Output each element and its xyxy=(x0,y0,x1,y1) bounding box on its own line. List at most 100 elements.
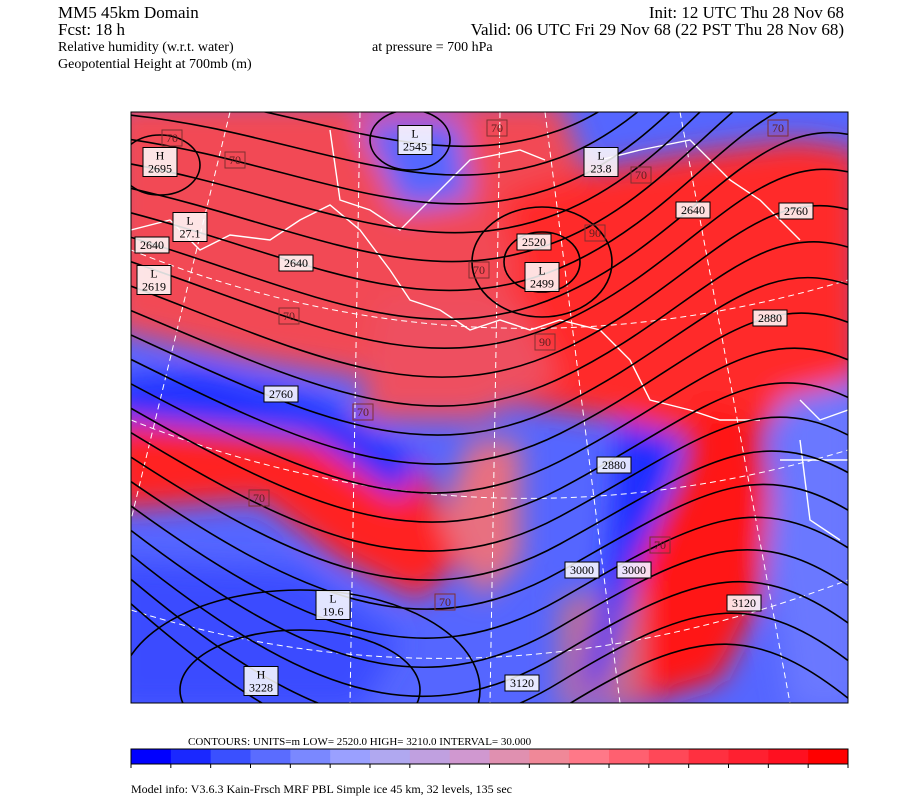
map-label: 27.1 xyxy=(180,227,201,241)
colorbar-frame xyxy=(130,748,849,765)
colorbar-swatch xyxy=(449,749,490,764)
header-right: at pressure = 700 hPa xyxy=(372,40,493,55)
label-box xyxy=(397,125,433,155)
colorbar xyxy=(130,748,849,768)
map-label: 2880 xyxy=(602,458,626,472)
colorbar-swatch xyxy=(609,749,650,764)
colorbar-swatch xyxy=(409,749,451,764)
map-label: H xyxy=(156,149,165,163)
map-label: 70 xyxy=(229,153,241,167)
label-box xyxy=(278,307,300,325)
map-label: H xyxy=(257,668,266,682)
colorbar-swatch xyxy=(728,749,769,764)
contour xyxy=(131,131,848,321)
contour xyxy=(131,168,848,349)
map-label: 3228 xyxy=(249,681,273,695)
map-label: L xyxy=(411,127,418,141)
contour xyxy=(261,112,600,148)
map-label: L xyxy=(186,214,193,228)
contour xyxy=(131,529,848,668)
label-box xyxy=(649,536,671,554)
label-box xyxy=(726,594,762,612)
map-label: L xyxy=(597,149,604,163)
map-label: 70 xyxy=(473,263,485,277)
map-label: 70 xyxy=(772,121,784,135)
label-box xyxy=(243,666,279,696)
contour-info: CONTOURS: UNITS=m LOW= 2520.0 HIGH= 3210… xyxy=(188,736,532,748)
label-box xyxy=(248,489,270,507)
contour xyxy=(131,241,848,407)
label-box xyxy=(172,212,208,242)
contour xyxy=(131,602,848,703)
map-label: L xyxy=(538,264,545,278)
map-label: 70 xyxy=(283,309,295,323)
map-label: 2640 xyxy=(284,256,308,270)
label-box xyxy=(263,385,299,403)
map-label: 3120 xyxy=(732,596,756,610)
map-label: 90 xyxy=(539,335,551,349)
map-labels: 70 70 70 70 70 70 70 70 70 70 70 90 90 2640 2640 2640 27… xyxy=(134,119,814,696)
label-box xyxy=(468,261,490,279)
label-box xyxy=(752,309,788,327)
contour xyxy=(131,416,848,552)
colorbar-swatch xyxy=(370,749,411,764)
label-box xyxy=(278,254,314,272)
header-left: Fcst: 18 h xyxy=(58,20,126,39)
header-left: MM5 45km Domain xyxy=(58,3,199,22)
map-label: 2695 xyxy=(148,162,172,176)
label-box xyxy=(564,561,600,579)
map-label: 3000 xyxy=(570,563,594,577)
header-right: Valid: 06 UTC Fri 29 Nov 68 (22 PST Thu … xyxy=(471,20,844,39)
label-box xyxy=(584,224,606,242)
colorbar-swatch xyxy=(250,749,291,764)
contour xyxy=(179,629,421,703)
map-label: 19.6 xyxy=(323,605,344,619)
contour xyxy=(131,134,201,196)
label-box xyxy=(161,129,183,147)
map-label: 2499 xyxy=(530,277,554,291)
label-box xyxy=(504,674,540,692)
label-box xyxy=(352,403,374,421)
label-box xyxy=(142,147,178,177)
contour xyxy=(369,112,451,171)
contour xyxy=(131,504,848,639)
colorbar-swatch xyxy=(210,749,251,764)
contour xyxy=(131,205,848,378)
label-box xyxy=(778,202,814,220)
label-box xyxy=(596,456,632,474)
label-box xyxy=(134,236,170,254)
colorbar-swatch xyxy=(489,749,530,764)
colorbar-swatch xyxy=(170,749,212,764)
label-box xyxy=(434,593,456,611)
label-box xyxy=(486,119,508,137)
map-label: 3120 xyxy=(510,676,534,690)
height-contours xyxy=(131,112,848,703)
label-box xyxy=(136,265,172,295)
header-left: Geopotential Height at 700mb (m) xyxy=(58,57,252,72)
label-box xyxy=(315,590,351,620)
map-label: 70 xyxy=(491,121,503,135)
header-left: Relative humidity (w.r.t. water) xyxy=(58,40,234,55)
map-label: 2760 xyxy=(784,204,808,218)
map-label: 90 xyxy=(589,226,601,240)
map-label: L xyxy=(329,592,336,606)
colorbar-swatch xyxy=(131,749,172,764)
map-label: 2520 xyxy=(522,235,546,249)
label-box xyxy=(583,147,619,177)
colorbar-swatch xyxy=(290,749,331,764)
map-frame xyxy=(130,111,849,704)
label-box xyxy=(524,262,560,292)
label-box xyxy=(224,151,246,169)
colorbar-swatch xyxy=(768,749,809,764)
map-label: 2545 xyxy=(403,140,427,154)
colorbar-swatch xyxy=(688,749,729,764)
map-label: 70 xyxy=(357,405,369,419)
colorbar-swatch xyxy=(330,749,371,764)
map-label: 3000 xyxy=(622,563,646,577)
footer: Model info: V3.6.3 Kain-Frsch MRF PBL Si… xyxy=(131,782,512,796)
map-label: 2880 xyxy=(758,311,782,325)
contour xyxy=(131,450,848,581)
